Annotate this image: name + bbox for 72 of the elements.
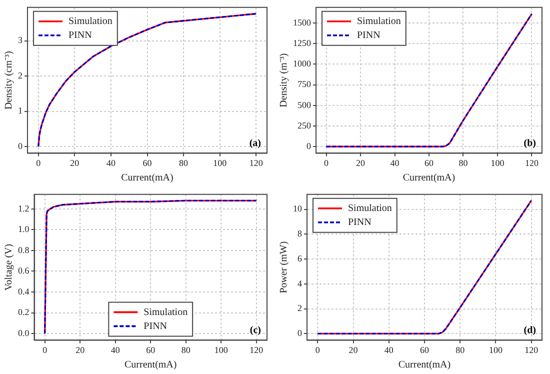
- y-tick-label: 0: [18, 140, 23, 151]
- x-tick-label: 100: [490, 158, 505, 168]
- x-tick-label: 40: [110, 344, 120, 355]
- y-tick-label: 3: [18, 35, 23, 46]
- x-tick-label: 40: [106, 158, 116, 168]
- y-tick-label: 6: [298, 253, 302, 264]
- x-tick-label: 100: [214, 344, 228, 355]
- y-tick-label: 10: [293, 204, 302, 214]
- y-tick-label: 0.6: [18, 266, 30, 276]
- y-axis-title: Voltage (V): [4, 244, 15, 291]
- x-axis-title: Current(mA): [121, 172, 174, 184]
- x-axis-title: Current(mA): [124, 360, 177, 371]
- y-axis-title: Power (mW): [278, 241, 290, 294]
- x-tick-label: 60: [142, 158, 152, 168]
- x-tick-label: 80: [456, 344, 466, 355]
- x-tick-label: 80: [179, 158, 189, 168]
- x-tick-label: 0: [324, 158, 330, 168]
- legend-label: PINN: [348, 217, 372, 228]
- y-tick-label: 2: [18, 70, 22, 80]
- annotation: (a): [249, 138, 261, 149]
- annotation: (d): [524, 324, 536, 336]
- y-tick-label: 1.0: [18, 224, 30, 234]
- x-tick-label: 100: [213, 158, 228, 168]
- y-tick-label: 0.4: [18, 286, 30, 296]
- x-tick-label: 20: [348, 344, 358, 355]
- x-tick-label: 0: [315, 344, 320, 355]
- y-tick-label: 8: [298, 228, 302, 239]
- x-tick-label: 80: [458, 158, 468, 168]
- y-tick-label: 1250: [293, 38, 312, 48]
- y-tick-label: 750: [298, 79, 312, 90]
- x-tick-label: 120: [249, 158, 264, 168]
- x-tick-label: 40: [390, 158, 400, 168]
- x-tick-label: 100: [488, 344, 503, 355]
- legend-label: Simulation: [357, 16, 401, 28]
- x-axis-title: Current(mA): [402, 172, 456, 184]
- x-tick-label: 60: [146, 344, 156, 355]
- y-tick-label: 1500: [293, 17, 312, 28]
- y-tick-label: 250: [298, 120, 312, 130]
- x-tick-label: 120: [524, 344, 539, 355]
- legend-label: PINN: [144, 320, 168, 332]
- x-tick-label: 0: [42, 344, 48, 355]
- x-tick-label: 60: [424, 158, 434, 168]
- y-tick-label: 2: [298, 303, 302, 314]
- y-tick-label: 500: [298, 100, 312, 110]
- y-tick-label: 4: [298, 278, 302, 288]
- x-tick-label: 120: [250, 344, 264, 355]
- y-axis-title: Density (m⁻³): [278, 53, 290, 108]
- x-tick-label: 120: [524, 158, 539, 168]
- y-tick-label: 1.2: [18, 203, 30, 214]
- legend-label: Simulation: [68, 16, 112, 28]
- annotation: (b): [524, 138, 536, 149]
- legend-label: Simulation: [348, 203, 392, 214]
- x-tick-label: 20: [356, 158, 366, 168]
- y-axis-title: Density (cm⁻³): [4, 51, 15, 110]
- x-tick-label: 60: [420, 344, 430, 355]
- x-tick-label: 80: [181, 344, 191, 355]
- y-tick-label: 0.2: [18, 307, 30, 318]
- x-tick-label: 20: [70, 158, 80, 168]
- y-tick-label: 0.0: [18, 328, 30, 338]
- y-tick-label: 0.8: [18, 244, 30, 255]
- legend-label: PINN: [357, 30, 380, 42]
- x-tick-label: 0: [36, 158, 42, 168]
- y-tick-label: 0: [306, 140, 312, 151]
- legend-label: Simulation: [144, 306, 188, 318]
- legend-label: PINN: [68, 30, 92, 42]
- x-axis-title: Current(mA): [398, 360, 451, 371]
- y-tick-label: 0: [298, 328, 302, 338]
- y-tick-label: 1000: [293, 58, 312, 69]
- y-tick-label: 1: [18, 106, 22, 116]
- annotation: (c): [250, 324, 261, 336]
- x-tick-label: 20: [76, 344, 86, 355]
- x-tick-label: 40: [384, 344, 394, 355]
